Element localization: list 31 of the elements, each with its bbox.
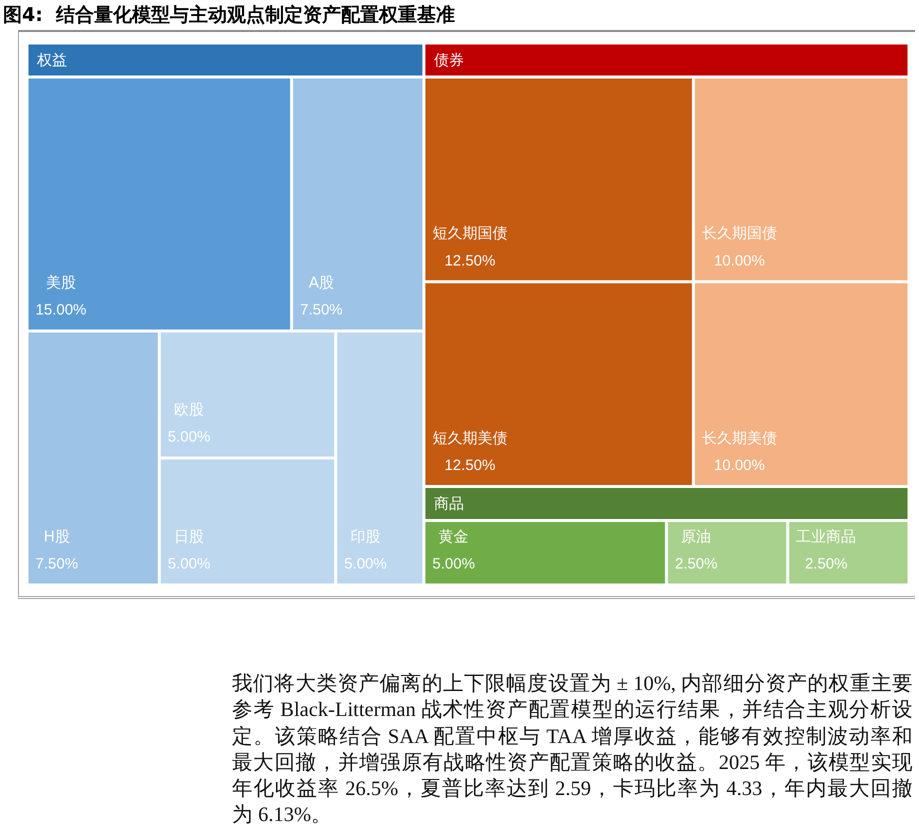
data-label: 12.50% <box>444 457 496 474</box>
category-label: 长久期国债 <box>702 224 777 242</box>
category-label: 工业商品 <box>796 527 856 546</box>
series-label: 债券 <box>434 50 464 69</box>
data-label: 15.00% <box>36 302 86 319</box>
data-label: 10.00% <box>714 252 765 270</box>
category-label: 短久期国债 <box>432 224 508 242</box>
category-label: 欧股 <box>174 400 204 418</box>
series-label: 权益 <box>36 50 67 69</box>
series-label: 商品 <box>434 494 464 512</box>
data-label: 5.00% <box>432 556 475 573</box>
text: 我们将大类资产偏离的上下限幅度设置为 ± 10%, 内部细分资产的权重主要参考 Black-Litterman 战术性资产配置模型的运行结果，并结合主观分析设定。该策略结合 SAA 配置中枢与 TAA 增厚收益，能够有效控制波动率和最大回撤，并增强原有战略性资产配置策略的收益。2025 年，该模型实现年化收益率 26.5%，夏普比率达到 2.59，卡玛比率为 4.33，年内最大回撤为 6.13%。 <box>232 672 913 828</box>
category-label: 长久期美债 <box>702 428 777 447</box>
category-label: 美股 <box>46 273 76 292</box>
category-label: 短久期美债 <box>432 428 508 447</box>
category-label: 印股 <box>350 527 380 546</box>
data-label: 7.50% <box>300 302 343 319</box>
data-label: 10.00% <box>714 457 765 474</box>
data-label: 12.50% <box>444 252 496 270</box>
category-label: 黄金 <box>438 527 469 546</box>
text: 图4: 结合量化模型与主动观点制定资产配置权重基准 <box>3 4 456 26</box>
data-label: 5.00% <box>344 556 387 573</box>
data-label: 2.50% <box>674 556 718 573</box>
category-label: 原油 <box>681 527 712 546</box>
category-label: 日股 <box>174 527 204 546</box>
data-label: 5.00% <box>168 556 210 573</box>
category-label: H股 <box>44 527 70 546</box>
category-label: A股 <box>308 273 334 292</box>
data-label: 7.50% <box>35 556 78 573</box>
data-label: 2.50% <box>804 556 848 573</box>
data-label: 5.00% <box>168 428 210 446</box>
